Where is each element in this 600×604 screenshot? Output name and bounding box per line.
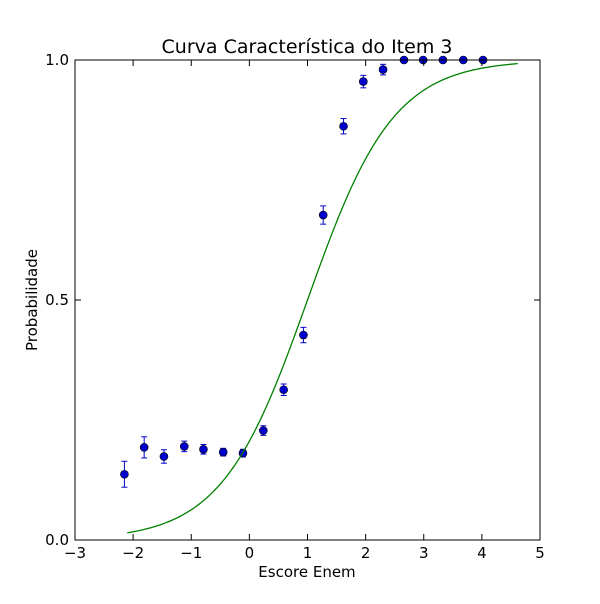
data-point bbox=[339, 121, 348, 131]
data-point-group bbox=[279, 383, 288, 397]
data-point bbox=[199, 444, 208, 454]
data-point-group bbox=[299, 326, 308, 344]
x-tick-label: 3 bbox=[419, 544, 429, 562]
data-point bbox=[358, 77, 368, 86]
data-point bbox=[378, 65, 388, 74]
data-point-group bbox=[120, 460, 129, 488]
x-tick-label: −1 bbox=[180, 544, 202, 562]
fitted-curve-line bbox=[127, 62, 518, 534]
data-point bbox=[159, 452, 169, 461]
data-point-group bbox=[259, 425, 268, 436]
y-tick-label: 0.0 bbox=[45, 531, 69, 549]
data-point-group bbox=[159, 449, 169, 464]
data-point bbox=[139, 443, 149, 452]
data-point-group bbox=[339, 118, 348, 135]
data-point bbox=[259, 426, 268, 435]
x-axis-label: Escore Enem bbox=[258, 563, 355, 581]
data-point-group bbox=[358, 74, 368, 89]
data-point-group bbox=[318, 205, 328, 225]
y-tick-label: 1.0 bbox=[45, 51, 69, 69]
y-tick-label: 0.5 bbox=[45, 291, 69, 309]
data-point-group bbox=[378, 63, 388, 76]
data-point bbox=[279, 385, 288, 395]
data-point bbox=[120, 469, 129, 479]
data-point-group bbox=[139, 436, 149, 459]
y-axis-label: Probabilidade bbox=[23, 249, 41, 351]
data-point bbox=[299, 330, 308, 340]
data-point bbox=[218, 447, 228, 457]
chart-title: Curva Característica do Item 3 bbox=[162, 36, 453, 58]
plot-area: −3 −2 −1 0 1 2 3 4 5 0.0 0.5 1.0 bbox=[45, 51, 545, 562]
x-tick-label: 0 bbox=[245, 544, 255, 562]
x-tick-label: −3 bbox=[64, 544, 86, 562]
data-point bbox=[179, 442, 189, 451]
data-point-group bbox=[199, 443, 208, 455]
data-point-group bbox=[218, 447, 228, 457]
x-tick-label: −2 bbox=[122, 544, 144, 562]
data-point bbox=[318, 210, 328, 220]
x-tick-label: 4 bbox=[477, 544, 487, 562]
x-tick-label: 1 bbox=[303, 544, 313, 562]
x-tick-label: 5 bbox=[535, 544, 545, 562]
x-tick-label: 2 bbox=[361, 544, 371, 562]
data-point-group bbox=[179, 440, 189, 453]
